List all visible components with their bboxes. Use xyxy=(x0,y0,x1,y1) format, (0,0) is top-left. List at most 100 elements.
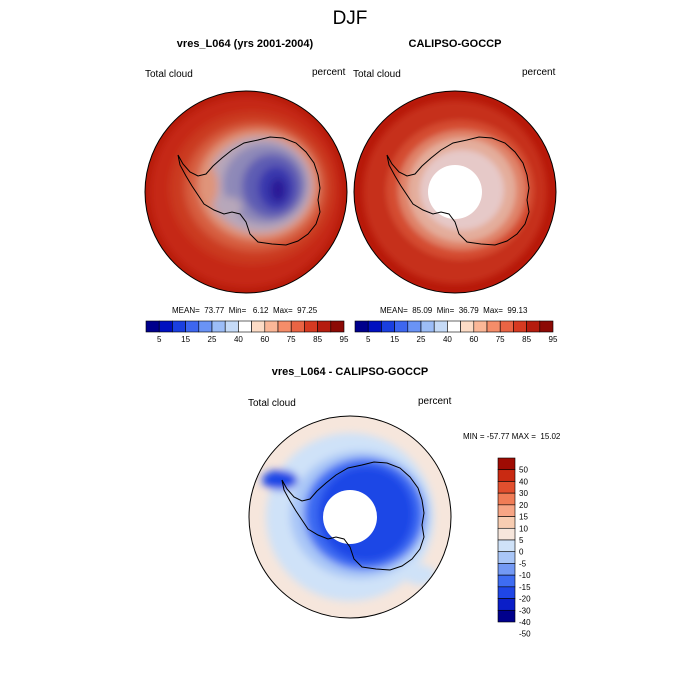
panel1-right-label: percent xyxy=(312,67,346,78)
colorbar-model-tick-label: 95 xyxy=(340,335,349,344)
colorbar-difference-tick-label: -15 xyxy=(519,583,531,592)
map-model-coastline xyxy=(177,136,321,246)
map-calipso-coastline xyxy=(386,136,530,246)
colorbar-calipso-swatch xyxy=(526,320,541,333)
colorbar-difference-swatch xyxy=(497,539,516,553)
colorbar-model-tick-label: 25 xyxy=(208,335,217,344)
colorbar-difference-tick-label: 40 xyxy=(519,477,528,486)
colorbar-calipso-tick-label: 75 xyxy=(496,335,505,344)
colorbar-calipso-swatch xyxy=(433,320,448,333)
colorbar-difference-swatch xyxy=(497,574,516,588)
colorbar-calipso-swatch xyxy=(407,320,422,333)
colorbar-difference-tick-label: 50 xyxy=(519,466,528,475)
colorbar-difference-tick-label: -20 xyxy=(519,595,531,604)
colorbar-model-swatch xyxy=(211,320,226,333)
colorbar-model-swatch xyxy=(158,320,173,333)
colorbar-difference-swatch xyxy=(497,457,516,471)
panel3-stats: MIN = -57.77 MAX = 15.02 xyxy=(463,432,561,441)
colorbar-model-tick-label: 40 xyxy=(234,335,243,344)
colorbar-difference-swatch xyxy=(497,551,516,564)
colorbar-calipso-swatch xyxy=(473,320,488,333)
colorbar-calipso-swatch xyxy=(539,320,554,333)
colorbar-model-swatch xyxy=(304,320,318,333)
colorbar-calipso-swatch xyxy=(367,320,382,333)
panel1-stats: MEAN= 73.77 Min= 6.12 Max= 97.25 xyxy=(172,306,318,315)
colorbar-model-swatch xyxy=(277,320,292,333)
map-model-border xyxy=(144,90,348,294)
colorbar-calipso-tick-label: 25 xyxy=(417,335,426,344)
colorbar-calipso-tick-label: 5 xyxy=(366,335,371,344)
colorbar-difference-tick-label: 30 xyxy=(519,489,528,498)
colorbar-model-swatch xyxy=(224,320,239,333)
colorbar-difference-tick-label: -50 xyxy=(519,630,531,639)
colorbar-model-swatch xyxy=(145,320,160,333)
colorbar-difference-swatch xyxy=(497,586,516,599)
colorbar-model-swatch xyxy=(330,320,345,333)
colorbar-model-swatch xyxy=(264,320,279,333)
colorbar-difference-swatch xyxy=(497,609,516,623)
colorbar-calipso-swatch xyxy=(447,320,461,333)
colorbar-model-tick-label: 5 xyxy=(157,335,162,344)
colorbar-calipso-swatch xyxy=(513,320,527,333)
colorbar-difference-tick-label: 10 xyxy=(519,524,528,533)
colorbar-model-swatch xyxy=(238,320,252,333)
colorbar-calipso-tick-label: 60 xyxy=(469,335,478,344)
colorbar-calipso-tick-label: 95 xyxy=(549,335,558,344)
colorbar-model-tick-label: 60 xyxy=(260,335,269,344)
colorbar-model-tick-label: 85 xyxy=(313,335,322,344)
panel2-stats: MEAN= 85.09 Min= 36.79 Max= 99.13 xyxy=(380,306,528,315)
colorbar-model-swatch xyxy=(185,320,200,333)
map-difference-border xyxy=(248,415,452,619)
panel3-left-label: Total cloud xyxy=(248,398,296,409)
colorbar-difference-tick-label: -5 xyxy=(519,559,527,568)
colorbar-difference-swatch xyxy=(497,527,516,541)
panel3-title: vres_L064 - CALIPSO-GOCCP xyxy=(271,366,429,378)
colorbar-difference-tick-label: 15 xyxy=(519,513,528,522)
colorbar-calipso-swatch xyxy=(420,320,435,333)
colorbar-model-tick-label: 15 xyxy=(181,335,190,344)
colorbar-calipso-swatch xyxy=(460,320,475,333)
panel2-title: CALIPSO-GOCCP xyxy=(408,38,502,50)
colorbar-calipso-swatch xyxy=(486,320,501,333)
map-difference xyxy=(249,416,451,618)
colorbar-difference-tick-label: 0 xyxy=(519,548,524,557)
panel3-right-label: percent xyxy=(418,396,452,407)
colorbar-calipso-swatch xyxy=(381,320,395,333)
colorbar-difference-swatch xyxy=(497,492,516,506)
colorbar-model-swatch xyxy=(317,320,332,333)
colorbar-difference-tick-label: 5 xyxy=(519,536,524,545)
panel1-title: vres_L064 (yrs 2001-2004) xyxy=(176,38,314,50)
figure-title: DJF xyxy=(332,8,368,29)
colorbar-difference-tick-label: -10 xyxy=(519,571,531,580)
colorbar-model-swatch xyxy=(251,320,266,333)
map-difference-coastline xyxy=(281,461,425,571)
colorbar-model-tick-label: 75 xyxy=(287,335,296,344)
colorbar-difference-swatch xyxy=(497,598,516,611)
panel2-right-label: percent xyxy=(522,67,556,78)
colorbar-calipso: 5 15 25 40 60 75 85 95 xyxy=(354,320,558,344)
colorbar-model-swatch xyxy=(290,320,305,333)
panel1-left-label: Total cloud xyxy=(145,69,193,80)
colorbar-difference-swatch xyxy=(497,563,516,576)
colorbar-calipso-swatch xyxy=(394,320,409,333)
colorbar-calipso-tick-label: 40 xyxy=(443,335,452,344)
panel2-left-label: Total cloud xyxy=(353,69,401,80)
colorbar-model: 5 15 25 40 60 75 85 95 xyxy=(145,320,349,344)
colorbar-model-swatch xyxy=(172,320,186,333)
colorbar-difference-swatch xyxy=(497,504,516,517)
colorbar-model-swatch xyxy=(198,320,213,333)
colorbar-calipso-swatch xyxy=(499,320,514,333)
map-calipso-border xyxy=(353,90,557,294)
colorbar-calipso-tick-label: 15 xyxy=(390,335,399,344)
colorbar-difference-swatch xyxy=(497,516,516,529)
map-model xyxy=(145,91,347,293)
colorbar-calipso-tick-label: 85 xyxy=(522,335,531,344)
colorbar-difference-swatch xyxy=(497,481,516,494)
colorbar-difference-tick-label: 20 xyxy=(519,501,528,510)
colorbar-difference-tick-label: -30 xyxy=(519,606,531,615)
colorbar-calipso-swatch xyxy=(354,320,369,333)
map-calipso xyxy=(354,91,556,293)
colorbar-difference-swatch xyxy=(497,469,516,482)
